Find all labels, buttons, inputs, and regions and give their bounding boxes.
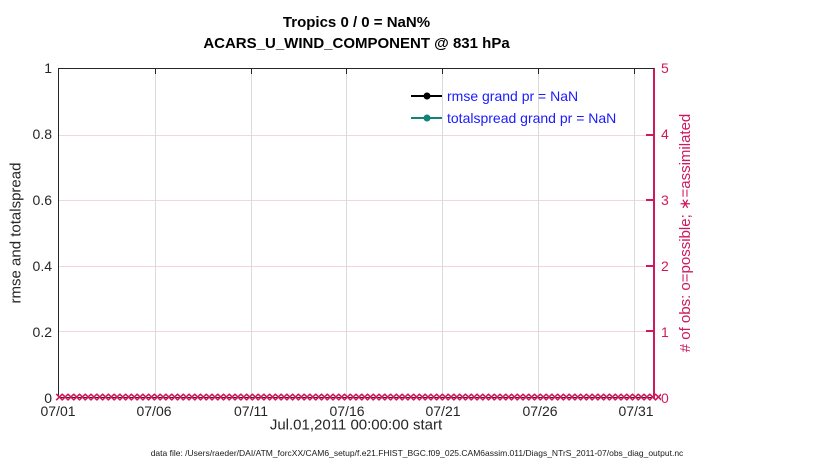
right-y-tick-label: 3 (661, 192, 669, 208)
gridline-vertical (633, 69, 635, 397)
plot-area: rmse grand pr = NaN totalspread grand pr… (58, 68, 655, 398)
left-y-tick-label: 0 (44, 390, 52, 406)
right-y-tick-mark (646, 264, 653, 267)
data-file-path: data file: /Users/raeder/DAI/ATM_forcXX/… (150, 448, 684, 458)
x-axis-label: Jul.01,2011 00:00:00 start (269, 416, 443, 434)
x-tick-mark (250, 69, 252, 74)
rmse-marker-dot (423, 92, 430, 100)
x-tick-mark (442, 69, 444, 74)
right-y-tick-label: 4 (661, 126, 669, 142)
chart-subtitle: ACARS_U_WIND_COMPONENT @ 831 hPa (203, 35, 510, 52)
gridline-vertical (154, 69, 156, 397)
x-tick-label: 07/16 (329, 403, 365, 419)
x-tick-mark (633, 69, 635, 74)
gridline-horizontal (59, 200, 653, 202)
x-tick-label: 07/11 (234, 403, 268, 419)
totalspread-line-swatch (411, 114, 442, 122)
rmse-line-swatch (411, 92, 442, 100)
x-tick-mark (346, 69, 348, 74)
assimilated-marker-band: ××××××××××××××××××××××××××××××××××××××××… (55, 392, 661, 404)
right-y-tick-mark (646, 133, 653, 136)
gridline-vertical (442, 69, 444, 397)
right-y-tick-label: 2 (661, 258, 669, 274)
right-y-tick-mark (646, 330, 653, 333)
chart-title: Tropics 0 / 0 = NaN% (282, 14, 431, 31)
gridline-horizontal (59, 331, 653, 333)
gridline-horizontal (59, 265, 653, 267)
x-tick-label: 07/01 (40, 403, 76, 419)
left-y-tick-label: 0.8 (32, 126, 52, 142)
x-tick-label: 07/31 (618, 403, 654, 419)
legend: rmse grand pr = NaN totalspread grand pr… (411, 85, 616, 129)
gridline-vertical (346, 69, 348, 397)
left-y-tick-label: 0.6 (32, 192, 52, 208)
gridline-horizontal (59, 134, 653, 136)
left-y-axis-label: rmse and totalspread (7, 162, 25, 304)
right-y-tick-mark (646, 199, 653, 202)
legend-label-rmse: rmse grand pr = NaN (447, 88, 579, 104)
totalspread-marker-dot (423, 114, 430, 122)
gridline-vertical (250, 69, 252, 397)
chart-title-block: Tropics 0 / 0 = NaN% ACARS_U_WIND_COMPON… (58, 12, 655, 54)
right-y-tick-label: 1 (661, 324, 669, 340)
right-y-tick-label: 5 (661, 60, 669, 76)
legend-item-totalspread: totalspread grand pr = NaN (411, 107, 616, 129)
right-y-axis-label: # of obs: o=possible; ∗=assimilated (677, 113, 694, 353)
x-tick-label: 07/06 (136, 403, 172, 419)
left-y-tick-label: 0.2 (32, 324, 52, 340)
legend-label-totalspread: totalspread grand pr = NaN (447, 110, 617, 126)
legend-item-rmse: rmse grand pr = NaN (411, 85, 616, 107)
x-tick-mark (154, 69, 156, 74)
gridline-vertical (538, 69, 540, 397)
left-y-tick-label: 1 (44, 60, 52, 76)
x-tick-label: 07/26 (522, 403, 558, 419)
x-tick-label: 07/21 (425, 403, 461, 419)
right-y-tick-label: 0 (661, 390, 669, 406)
left-y-tick-label: 0.4 (32, 258, 52, 274)
x-tick-mark (538, 69, 540, 74)
